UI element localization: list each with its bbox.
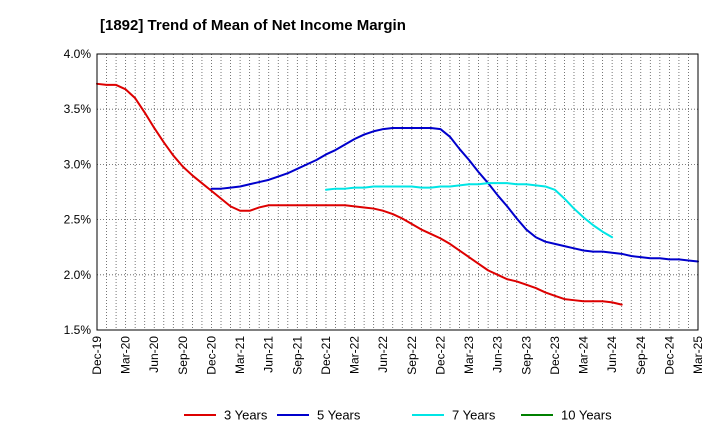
series-line [210,126,699,263]
x-tick-label: Dec-20 [204,336,218,375]
x-tick-label: Mar-22 [348,336,362,374]
legend: 3 Years 5 Years 7 Years 10 Years [184,408,612,423]
series-lines [96,82,699,306]
y-tick-label: 2.0% [64,268,92,282]
series-line [324,182,614,239]
legend-label: 3 Years [224,408,268,423]
y-tick-label: 2.5% [64,213,92,227]
x-tick-label: Mar-25 [691,336,705,374]
x-tick-label: Sep-22 [405,336,419,375]
x-tick-label: Jun-23 [491,336,505,373]
x-tick-label: Jun-21 [262,336,276,373]
x-tick-label: Dec-21 [319,336,333,375]
x-tick-label: Mar-23 [462,336,476,374]
x-tick-label: Mar-24 [577,336,591,374]
x-tick-label: Sep-20 [176,336,190,375]
x-tick-label: Mar-20 [119,336,133,374]
x-tick-label: Dec-23 [548,336,562,375]
y-tick-label: 3.5% [64,102,92,116]
legend-label: 7 Years [452,408,496,423]
x-tick-label: Sep-24 [634,336,648,375]
y-axis-ticks: 4.0% 3.5% 3.0% 2.5% 2.0% 1.5% [64,47,92,337]
x-tick-label: Sep-21 [290,336,304,375]
series-line [96,82,623,306]
y-tick-label: 1.5% [64,323,92,337]
x-tick-label: Dec-22 [433,336,447,375]
y-tick-label: 3.0% [64,157,92,171]
x-tick-label: Jun-20 [147,336,161,373]
x-tick-label: Dec-19 [90,336,104,375]
plot-area-border [96,53,699,331]
x-tick-label: Jun-24 [605,336,619,373]
chart-title: [1892] Trend of Mean of Net Income Margi… [100,17,406,34]
grid [97,53,698,331]
x-tick-label: Mar-21 [233,336,247,374]
y-tick-label: 4.0% [64,47,92,61]
x-axis-ticks: Dec-19 Mar-20 Jun-20 Sep-20 Dec-20 Mar-21 Jun-… [90,336,705,375]
legend-label: 5 Years [317,408,361,423]
legend-label: 10 Years [561,408,612,423]
x-tick-label: Jun-22 [376,336,390,373]
x-tick-label: Sep-23 [519,336,533,375]
x-tick-label: Dec-24 [662,336,676,375]
